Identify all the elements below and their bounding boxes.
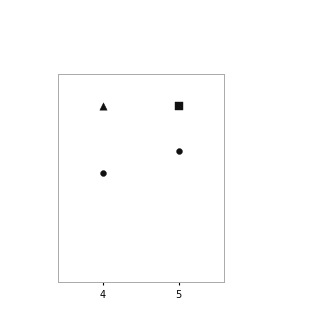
Point [100,104,106,109]
Point [100,171,106,176]
Point [176,149,181,154]
Point [176,104,181,109]
